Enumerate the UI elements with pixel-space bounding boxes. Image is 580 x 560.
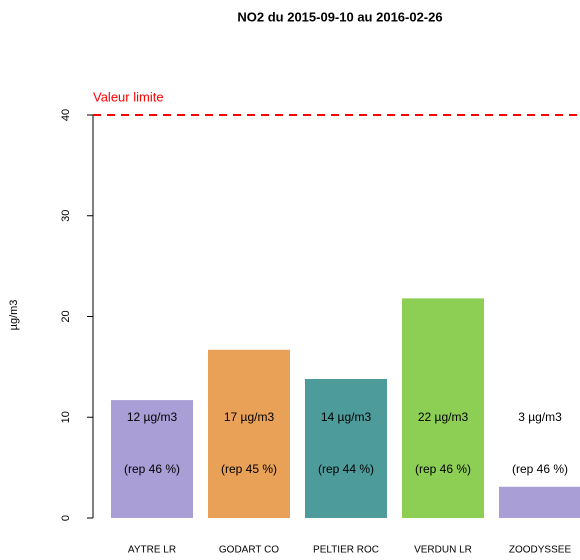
x-tick-label: PELTIER ROC <box>313 545 379 556</box>
coverage-label: (rep 46 %) <box>124 462 180 476</box>
limit-label: Valeur limite <box>93 89 164 104</box>
y-tick-label: 20 <box>60 310 72 322</box>
x-tick-label: AYTRE LR <box>128 545 176 556</box>
y-tick-label: 10 <box>60 411 72 423</box>
bar <box>305 378 387 518</box>
bar <box>208 349 290 518</box>
bar <box>499 486 580 518</box>
value-label: 22 µg/m3 <box>418 410 469 424</box>
y-axis-label: µg/m3 <box>8 300 20 331</box>
coverage-label: (rep 46 %) <box>415 462 471 476</box>
chart-title: NO2 du 2015-09-10 au 2016-02-26 <box>237 9 442 24</box>
coverage-label: (rep 45 %) <box>221 462 277 476</box>
bar <box>111 400 193 518</box>
coverage-label: (rep 46 %) <box>512 462 568 476</box>
y-tick-label: 0 <box>60 515 72 521</box>
coverage-label: (rep 44 %) <box>318 462 374 476</box>
x-tick-label: ZOODYSSEE <box>509 545 572 556</box>
value-label: 14 µg/m3 <box>321 410 372 424</box>
value-label: 12 µg/m3 <box>127 410 178 424</box>
y-tick-label: 40 <box>60 109 72 121</box>
x-tick-label: GODART CO <box>219 545 279 556</box>
bar <box>402 298 484 518</box>
y-tick-label: 30 <box>60 210 72 222</box>
value-label: 17 µg/m3 <box>224 410 275 424</box>
x-tick-label: VERDUN LR <box>414 545 472 556</box>
value-label: 3 µg/m3 <box>518 410 562 424</box>
